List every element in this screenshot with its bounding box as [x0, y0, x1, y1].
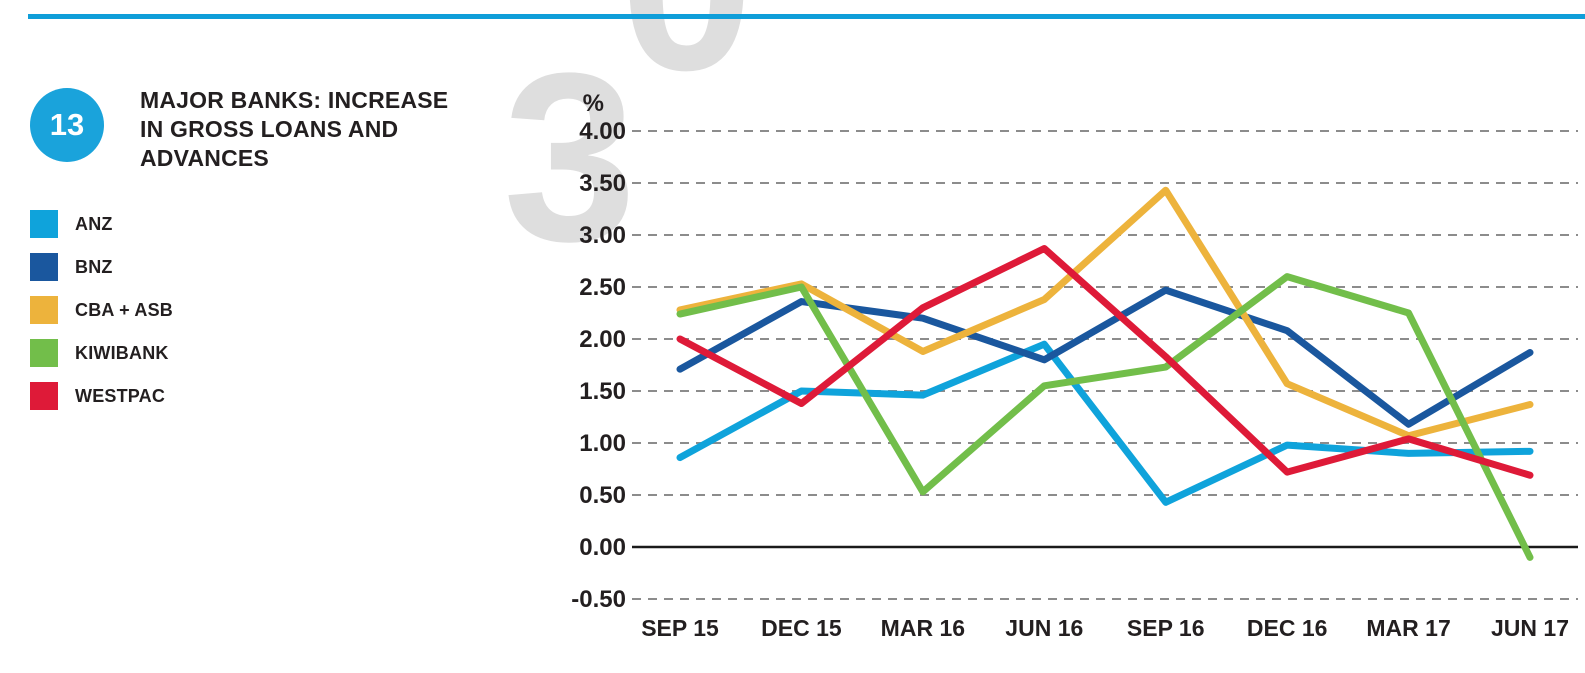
legend-label: ANZ [75, 213, 113, 234]
y-axis-unit-label: % [583, 90, 604, 117]
x-axis-tick-label: MAR 16 [881, 615, 965, 641]
series-line-westpac [676, 245, 1534, 479]
series-line-bnz [676, 286, 1534, 428]
legend-swatch-cba-asb [30, 296, 58, 324]
x-axis-tick-label: JUN 17 [1491, 615, 1569, 641]
legend-swatch-westpac [30, 382, 58, 410]
y-axis-tick-label: 1.50 [579, 378, 626, 405]
figure-number-badge: 13 [30, 88, 104, 162]
legend-swatch-anz [30, 210, 58, 238]
x-axis-tick-label: SEP 15 [641, 615, 719, 641]
x-axis-tick-label: DEC 16 [1247, 615, 1328, 641]
chart-svg: %4.00 3.50 3.00 2.50 2.00 1.50 1.00 0.50 0.00 -0.… [571, 90, 1578, 641]
x-axis-tick-label: MAR 17 [1366, 615, 1450, 641]
y-axis-tick-label: 3.50 [579, 170, 626, 197]
legend-label: WESTPAC [75, 385, 166, 406]
legend-item: BNZ [30, 253, 173, 281]
y-axis-tick-label: 2.00 [579, 326, 626, 353]
y-axis-tick-label: 0.00 [579, 534, 626, 561]
y-axis-tick-label: 3.00 [579, 222, 626, 249]
x-axis-tick-label: JUN 16 [1005, 615, 1083, 641]
y-axis-tick-label: 4.00 [579, 118, 626, 145]
legend-item: WESTPAC [30, 382, 173, 410]
legend-swatch-kiwibank [30, 339, 58, 367]
y-axis-tick-label: 2.50 [579, 274, 626, 301]
chart-legend: ANZ BNZ CBA + ASB KIWIBANK WESTPAC [30, 210, 173, 425]
legend-item: KIWIBANK [30, 339, 173, 367]
watermark-digit: 3 [503, 23, 637, 291]
x-axis-tick-label: DEC 15 [761, 615, 842, 641]
y-axis-tick-label: 1.00 [579, 430, 626, 457]
top-accent-bar [28, 14, 1585, 19]
y-axis-tick-label: 0.50 [579, 482, 626, 509]
legend-label: BNZ [75, 256, 113, 277]
legend-item: CBA + ASB [30, 296, 173, 324]
x-axis-tick-label: SEP 16 [1127, 615, 1205, 641]
chart-area: % 4.00 3.50 3.00 2.50 2.00 1.50 1.00 0.50 0.00 -0.… [548, 85, 1585, 665]
series-line-kiwibank [676, 273, 1534, 561]
y-axis-tick-label: -0.50 [571, 586, 626, 613]
legend-item: ANZ [30, 210, 173, 238]
legend-swatch-bnz [30, 253, 58, 281]
series-line-cba-asb [676, 186, 1534, 440]
legend-label: CBA + ASB [75, 299, 173, 320]
legend-label: KIWIBANK [75, 342, 169, 363]
figure-title: MAJOR BANKS: INCREASE IN GROSS LOANS AND… [140, 87, 449, 171]
